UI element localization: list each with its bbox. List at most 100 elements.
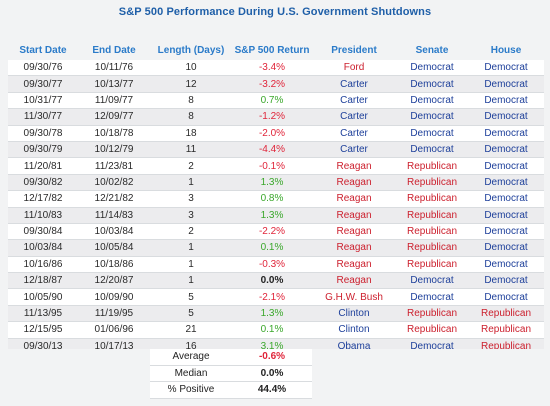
house-cell: Democrat	[468, 92, 544, 110]
end-date-cell: 10/09/90	[78, 288, 150, 306]
return-cell: 0.0%	[232, 272, 312, 290]
header-senate: Senate	[415, 44, 449, 56]
house-cell: Democrat	[468, 239, 544, 257]
table-row: 09/30/79 10/12/79 11 -4.4% Carter Democrat Dem…	[8, 141, 544, 159]
summary-blank	[312, 365, 396, 382]
start-date-cell: 12/15/95	[8, 321, 78, 339]
president-cell: Reagan	[312, 272, 396, 290]
senate-cell: Republican	[396, 305, 468, 323]
table-row: 12/15/95 01/06/96 21 0.1% Clinton Republican R…	[8, 321, 544, 339]
start-date-cell: 10/05/90	[8, 288, 78, 306]
end-date-cell: 12/09/77	[78, 108, 150, 126]
president-cell: Reagan	[312, 256, 396, 274]
end-date-cell: 10/18/86	[78, 256, 150, 274]
length-cell: 1	[150, 239, 232, 257]
summary-blank	[78, 381, 150, 399]
end-date-cell: 11/14/83	[78, 207, 150, 224]
house-cell: Democrat	[468, 256, 544, 274]
summary-value: 44.4%	[232, 381, 312, 399]
summary-row: Average -0.6%	[8, 349, 544, 366]
summary-blank	[78, 365, 150, 382]
president-cell: Ford	[312, 60, 396, 77]
end-date-cell: 10/18/78	[78, 125, 150, 142]
summary-blank	[468, 349, 544, 366]
header-end-date: End Date	[92, 44, 136, 56]
header-return: S&P 500 Return	[234, 44, 310, 56]
summary-value: 0.0%	[232, 365, 312, 383]
start-date-cell: 09/30/76	[8, 60, 78, 77]
house-cell: Democrat	[468, 272, 544, 290]
return-cell: 0.8%	[232, 190, 312, 208]
header-president: President	[331, 44, 377, 56]
table-row: 12/17/82 12/21/82 3 0.8% Reagan Republican Dem…	[8, 190, 544, 208]
length-cell: 11	[150, 141, 232, 159]
senate-cell: Republican	[396, 239, 468, 257]
table-row: 09/30/76 10/11/76 10 -3.4% Ford Democrat Democ…	[8, 60, 544, 77]
senate-cell: Democrat	[396, 272, 468, 290]
president-cell: Carter	[312, 92, 396, 110]
house-cell: Republican	[468, 321, 544, 339]
summary-row: % Positive 44.4%	[8, 381, 544, 399]
length-cell: 5	[150, 288, 232, 306]
return-cell: -0.3%	[232, 256, 312, 274]
end-date-cell: 12/20/87	[78, 272, 150, 290]
end-date-cell: 10/02/82	[78, 174, 150, 192]
start-date-cell: 10/16/86	[8, 256, 78, 274]
end-date-cell: 01/06/96	[78, 321, 150, 339]
length-cell: 1	[150, 174, 232, 192]
house-cell: Democrat	[468, 223, 544, 241]
length-cell: 5	[150, 305, 232, 323]
table-row: 09/30/77 10/13/77 12 -3.2% Carter Democrat Dem…	[8, 75, 544, 93]
header-row: Start Date End Date Length (Days) S&P 50…	[8, 40, 544, 60]
return-cell: 0.1%	[232, 239, 312, 257]
start-date-cell: 09/30/82	[8, 174, 78, 192]
table-row: 09/30/84 10/03/84 2 -2.2% Reagan Republican De…	[8, 223, 544, 241]
summary-value: -0.6%	[232, 349, 312, 366]
header-house: House	[490, 44, 522, 56]
table-row: 10/31/77 11/09/77 8 0.7% Carter Democrat Democ…	[8, 92, 544, 110]
summary-blank	[468, 365, 544, 382]
length-cell: 1	[150, 272, 232, 290]
return-cell: 0.7%	[232, 92, 312, 110]
start-date-cell: 11/10/83	[8, 207, 78, 224]
summary-blank	[312, 381, 396, 399]
senate-cell: Democrat	[396, 141, 468, 159]
table-row: 09/30/78 10/18/78 18 -2.0% Carter Democrat Dem…	[8, 125, 544, 142]
length-cell: 8	[150, 92, 232, 110]
header-length: Length (Days)	[157, 44, 225, 56]
house-cell: Democrat	[468, 75, 544, 93]
start-date-cell: 11/13/95	[8, 305, 78, 323]
end-date-cell: 10/13/77	[78, 75, 150, 93]
house-cell: Democrat	[468, 207, 544, 224]
house-cell: Democrat	[468, 141, 544, 159]
return-cell: -3.2%	[232, 75, 312, 93]
senate-cell: Democrat	[396, 125, 468, 142]
table-row: 11/10/83 11/14/83 3 1.3% Reagan Republican Dem…	[8, 207, 544, 224]
senate-cell: Republican	[396, 207, 468, 224]
senate-cell: Republican	[396, 223, 468, 241]
president-cell: Clinton	[312, 305, 396, 323]
return-cell: -2.1%	[232, 288, 312, 306]
president-cell: Carter	[312, 141, 396, 159]
president-cell: Reagan	[312, 223, 396, 241]
summary-label: Average	[150, 349, 232, 366]
senate-cell: Republican	[396, 321, 468, 339]
house-cell: Democrat	[468, 174, 544, 192]
return-cell: 0.1%	[232, 321, 312, 339]
start-date-cell: 11/20/81	[8, 157, 78, 175]
senate-cell: Democrat	[396, 75, 468, 93]
summary-blank	[8, 381, 78, 399]
return-cell: 1.3%	[232, 207, 312, 224]
president-cell: Reagan	[312, 190, 396, 208]
start-date-cell: 09/30/78	[8, 125, 78, 142]
president-cell: Reagan	[312, 239, 396, 257]
senate-cell: Republican	[396, 256, 468, 274]
end-date-cell: 11/23/81	[78, 157, 150, 175]
table-row: 10/03/84 10/05/84 1 0.1% Reagan Republican Dem…	[8, 239, 544, 257]
end-date-cell: 10/05/84	[78, 239, 150, 257]
table-row: 11/20/81 11/23/81 2 -0.1% Reagan Republican De…	[8, 157, 544, 175]
summary-label: % Positive	[150, 381, 232, 399]
length-cell: 3	[150, 190, 232, 208]
length-cell: 2	[150, 223, 232, 241]
president-cell: Clinton	[312, 321, 396, 339]
